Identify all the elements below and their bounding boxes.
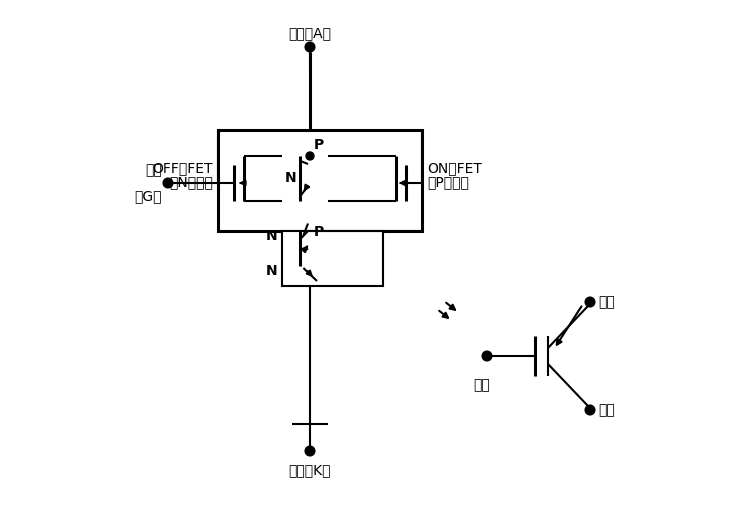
Circle shape — [585, 406, 594, 415]
Text: 阳极: 阳极 — [598, 295, 615, 309]
Text: ON－FET: ON－FET — [427, 161, 482, 175]
Text: P: P — [314, 138, 324, 152]
Text: N: N — [285, 172, 297, 185]
Circle shape — [306, 152, 314, 160]
Text: 门极: 门极 — [145, 163, 162, 177]
Text: 阴极（K）: 阴极（K） — [289, 463, 332, 477]
Text: P: P — [314, 225, 324, 238]
Text: N: N — [266, 264, 277, 278]
Text: OFF－FET: OFF－FET — [152, 161, 213, 175]
Bar — [218, 130, 422, 231]
Circle shape — [482, 352, 491, 361]
Circle shape — [306, 447, 314, 456]
Circle shape — [585, 297, 594, 306]
Text: 阴极: 阴极 — [598, 403, 615, 417]
Text: （P沟道）: （P沟道） — [427, 175, 469, 189]
Text: （G）: （G） — [135, 189, 162, 203]
Bar — [282, 231, 383, 286]
Text: N: N — [266, 228, 277, 243]
Text: 阳极（A）: 阳极（A） — [289, 26, 332, 40]
Text: （N沟道）: （N沟道） — [169, 175, 213, 189]
Circle shape — [164, 178, 172, 187]
Text: 门极: 门极 — [474, 378, 491, 392]
Circle shape — [306, 42, 314, 52]
